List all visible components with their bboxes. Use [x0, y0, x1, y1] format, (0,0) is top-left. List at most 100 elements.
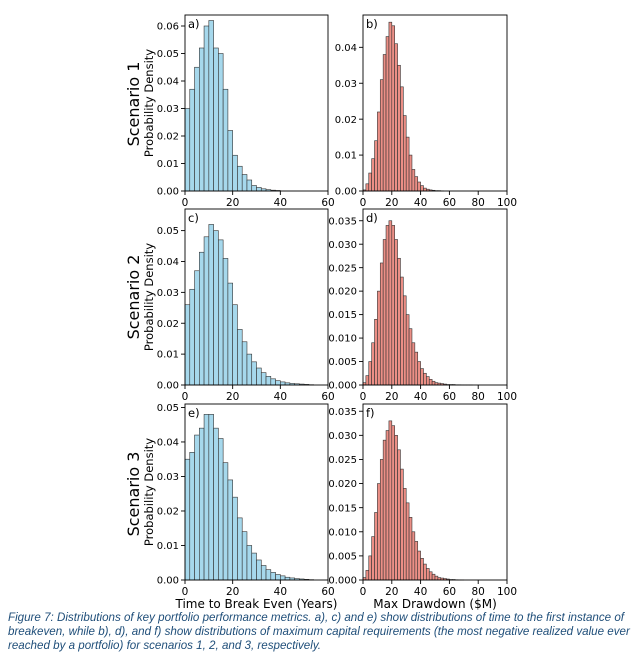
histogram-bar: [246, 179, 253, 192]
x-tick-label: 60: [443, 391, 456, 403]
histogram-bar: [184, 304, 191, 386]
histogram-bar: [397, 449, 401, 581]
histogram-bar: [377, 290, 381, 386]
histogram-bar: [227, 282, 233, 386]
histogram-bar: [385, 430, 390, 581]
histogram-bar: [417, 361, 421, 386]
histogram-bar: [246, 545, 253, 581]
histogram-bar: [194, 270, 200, 386]
histogram-bar: [227, 130, 233, 192]
histogram-bar: [265, 376, 272, 386]
y-tick-label: 0.04: [157, 438, 179, 449]
histogram-bar: [411, 169, 416, 192]
histogram-bar: [256, 187, 262, 192]
histogram-bar: [270, 378, 276, 386]
x-tick-label: 60: [443, 586, 456, 598]
panel-letter: a): [188, 17, 200, 31]
histogram-bar: [400, 468, 404, 581]
y-tick-label: 0.020: [328, 287, 357, 298]
histogram-bar: [377, 111, 381, 192]
histogram-bar: [417, 550, 421, 581]
y-tick-label: 0.03: [157, 104, 179, 115]
panel-letter: f): [366, 406, 375, 420]
histogram-bar: [251, 361, 257, 386]
x-tick-label: 40: [414, 391, 427, 403]
histogram-bar: [382, 54, 387, 192]
axes-frame: [184, 208, 329, 386]
y-tick-label: 0.04: [157, 257, 179, 268]
y-axis-label: Probability Density: [142, 243, 156, 351]
y-tick-label: 0.005: [328, 551, 357, 562]
y-tick-label: 0.04: [335, 43, 357, 54]
histogram-bar: [368, 172, 372, 192]
histogram-bar: [184, 108, 191, 192]
x-tick-label: 20: [385, 586, 398, 598]
histogram-bar: [371, 342, 375, 386]
histogram-bar: [420, 185, 424, 192]
histogram-figure: Scenario 1 Scenario 2 Scenario 3 0 20 40 60…: [124, 14, 517, 610]
histogram-bar: [213, 230, 219, 386]
x-tick-label: 60: [321, 197, 334, 209]
histogram-bar: [218, 438, 224, 581]
histogram-bar: [428, 571, 433, 581]
y-tick-label: 0.06: [157, 22, 179, 33]
histogram-bar: [431, 380, 436, 386]
histogram-bar: [237, 329, 243, 386]
y-tick-label: 0.035: [328, 216, 357, 227]
histogram-bar: [379, 262, 384, 386]
y-tick-label: 0.05: [157, 403, 179, 414]
x-axis-label: Time to Break Even (Years): [175, 597, 338, 610]
histogram-bar: [379, 459, 384, 581]
histogram-bar: [184, 458, 191, 581]
y-tick-label: 0.01: [157, 350, 179, 361]
figure-caption: Figure 7: Distributions of key portfolio…: [8, 611, 630, 652]
histogram-bar: [411, 531, 416, 581]
histogram-bar: [365, 375, 370, 386]
histogram-bar: [237, 165, 243, 192]
y-tick-label: 0.02: [157, 319, 179, 330]
x-tick-label: 0: [360, 391, 367, 403]
x-tick-label: 0: [182, 391, 189, 403]
y-axis-label: Probability Density: [142, 438, 156, 546]
histogram-bar: [260, 565, 267, 581]
histogram-bar: [405, 136, 410, 192]
x-tick-label: 20: [226, 391, 239, 403]
y-tick-label: 0.03: [157, 472, 179, 483]
histogram-bar: [394, 435, 398, 581]
panel-c: 0 20 40 60 0.00 0.01 0.02 0.03 0.04 0.05 c) Probabi…: [142, 208, 335, 403]
histogram-bar: [423, 372, 427, 386]
panel-letter: e): [188, 406, 200, 420]
histogram-bar: [199, 251, 205, 386]
x-tick-label: 60: [321, 586, 334, 598]
panel-e: 0 20 40 60 0.00 0.01 0.02 0.03 0.04 0.05 e) Probabi…: [142, 403, 337, 610]
y-axis-label: Probability Density: [142, 49, 156, 157]
histogram-bar: [260, 372, 267, 386]
histogram-bar: [391, 25, 395, 192]
histogram-bar: [377, 483, 381, 581]
histogram-bar: [374, 140, 378, 192]
axes-frame: [362, 403, 508, 581]
y-tick-label: 0.02: [157, 132, 179, 143]
x-tick-label: 40: [274, 391, 287, 403]
x-tick-label: 40: [414, 586, 427, 598]
histogram-bar: [414, 176, 419, 192]
histogram-bar: [222, 258, 229, 386]
x-tick-label: 100: [497, 586, 517, 598]
y-tick-label: 0.00: [157, 576, 179, 587]
histogram-bar: [388, 420, 393, 581]
y-tick-label: 0.02: [335, 115, 357, 126]
y-tick-label: 0.05: [157, 49, 179, 60]
y-tick-label: 0.010: [328, 527, 357, 538]
histogram-bar: [371, 158, 375, 192]
histogram-bar: [222, 88, 229, 192]
y-tick-label: 0.03: [335, 79, 357, 90]
histogram-bar: [189, 88, 195, 192]
histogram-bar: [241, 531, 248, 581]
y-tick-label: 0.005: [328, 357, 357, 368]
x-tick-label: 40: [274, 586, 287, 598]
panel-letter: d): [366, 211, 378, 225]
y-tick-label: 0.01: [157, 159, 179, 170]
histogram-bar: [388, 220, 393, 386]
x-tick-label: 20: [385, 197, 398, 209]
axes-frame: [362, 14, 508, 192]
